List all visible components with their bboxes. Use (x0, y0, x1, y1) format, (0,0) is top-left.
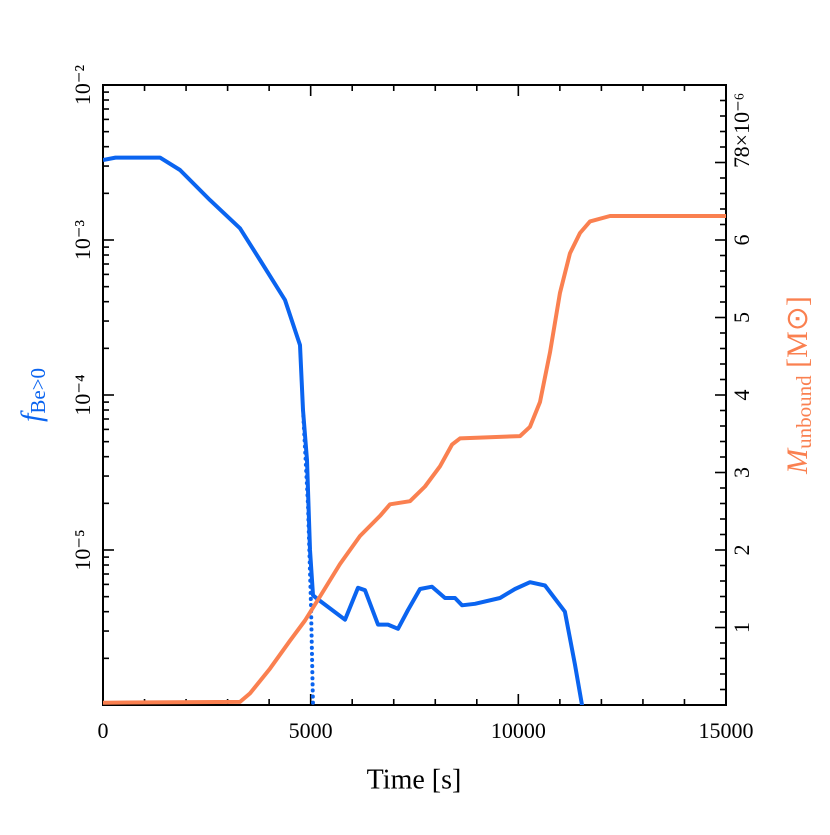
y2-tick-label: 5 (729, 312, 754, 323)
y-label-sub: Be>0 (26, 368, 50, 414)
y-tick-label: 10⁻⁵ (70, 529, 95, 570)
x-tick-label: 10000 (491, 718, 546, 743)
x-tick-label: 15000 (699, 718, 754, 743)
series-line (301, 408, 316, 705)
plot-area (103, 155, 726, 705)
x-axis-label: Time [s] (367, 764, 462, 795)
x-tick-label: 0 (98, 718, 109, 743)
y-tick-label: 10⁻² (70, 64, 95, 105)
y2-tick-label: 8×10⁻⁶ (729, 93, 754, 158)
y-tick-label: 10⁻³ (70, 219, 95, 260)
plot-frame (102, 84, 727, 706)
y2-label-sub: unbound (792, 375, 816, 449)
y-tick-label: 10⁻⁴ (70, 374, 95, 416)
y2-axis-label: Munbound [M⊙] (781, 296, 816, 475)
y2-tick-label: 2 (729, 545, 754, 556)
series-line (103, 214, 726, 705)
y2-label-main: M (781, 447, 814, 475)
y2-tick-label: 7 (729, 157, 754, 168)
y2-tick-label: 6 (729, 235, 754, 246)
y2-tick-label: 3 (729, 467, 754, 478)
y2-tick-label: 1 (729, 622, 754, 633)
series-line (103, 155, 585, 705)
y2-tick-label: 4 (729, 390, 754, 401)
x-tick-label: 5000 (289, 718, 333, 743)
y-axis-label: fBe>0 (15, 368, 50, 422)
y2-label-tail: [M⊙] (781, 296, 814, 375)
